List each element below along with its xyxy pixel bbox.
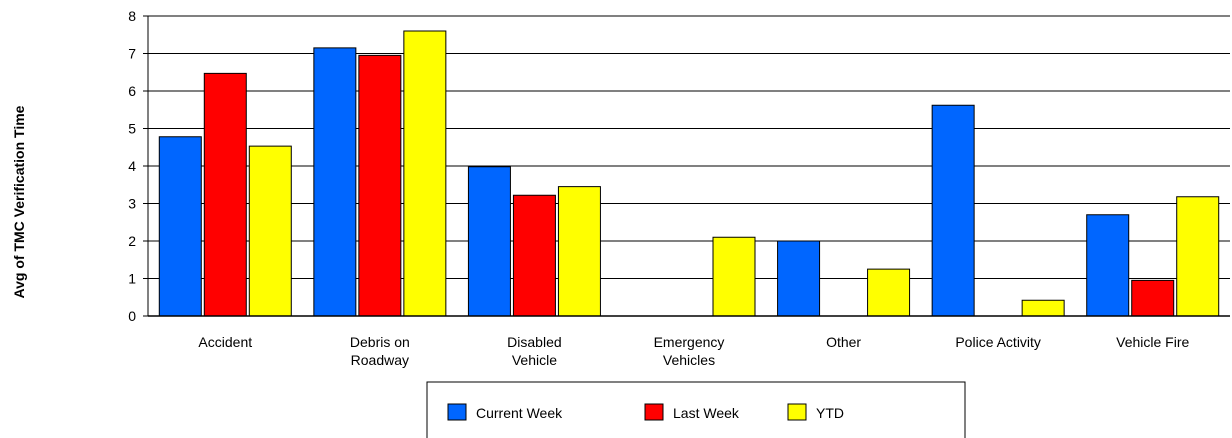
y-tick-label: 2 bbox=[128, 233, 136, 249]
x-tick-label: Vehicle bbox=[512, 352, 557, 368]
bar-current-week bbox=[467, 166, 511, 317]
bar-current-week bbox=[158, 136, 202, 317]
x-tick-label: Emergency bbox=[654, 334, 725, 350]
y-tick-label: 0 bbox=[128, 308, 136, 324]
legend: Current Week Last Week YTD bbox=[426, 381, 966, 438]
bar-last-week bbox=[512, 194, 556, 317]
y-tick-label: 8 bbox=[128, 8, 136, 24]
gridlines bbox=[148, 15, 1230, 317]
y-tick-label: 7 bbox=[128, 46, 136, 62]
x-tick-label: Roadway bbox=[351, 352, 409, 368]
legend-swatch bbox=[447, 403, 467, 421]
y-tick-label: 4 bbox=[128, 158, 136, 174]
x-tick-label: Police Activity bbox=[955, 334, 1041, 350]
bar-last-week bbox=[203, 72, 247, 317]
legend-swatch bbox=[644, 403, 664, 421]
bar-ytd bbox=[1176, 196, 1220, 317]
bar-ytd bbox=[712, 236, 756, 317]
legend-box bbox=[426, 381, 966, 438]
bar-ytd bbox=[1021, 299, 1065, 317]
x-tick-label: Accident bbox=[198, 334, 252, 350]
y-tick-label: 6 bbox=[128, 83, 136, 99]
x-tick-label: Debris on bbox=[350, 334, 410, 350]
bar-last-week bbox=[358, 54, 402, 317]
bars bbox=[158, 30, 1220, 317]
bar-last-week bbox=[1131, 279, 1175, 317]
bar-ytd bbox=[867, 268, 911, 317]
y-tick-labels: 0 1 2 3 4 5 6 7 8 bbox=[128, 8, 136, 324]
legend-label: Last Week bbox=[673, 405, 740, 421]
bar-ytd bbox=[248, 145, 292, 317]
bar-current-week bbox=[777, 240, 821, 317]
x-tick-label: Other bbox=[826, 334, 861, 350]
y-axis-label: Avg of TMC Verification Time bbox=[11, 105, 27, 298]
x-tick-labels: Accident Debris on Roadway Disabled Vehicle E… bbox=[198, 334, 1189, 368]
y-tick-label: 5 bbox=[128, 121, 136, 137]
bar-current-week bbox=[313, 47, 357, 317]
bar-current-week bbox=[931, 104, 975, 317]
x-tick-label: Disabled bbox=[507, 334, 561, 350]
x-tick-label: Vehicle Fire bbox=[1116, 334, 1189, 350]
legend-label: Current Week bbox=[476, 405, 563, 421]
x-tick-label: Vehicles bbox=[663, 352, 715, 368]
axes bbox=[143, 15, 1230, 317]
y-tick-label: 3 bbox=[128, 196, 136, 212]
y-tick-label: 1 bbox=[128, 271, 136, 287]
legend-label: YTD bbox=[816, 405, 844, 421]
bar-current-week bbox=[1086, 214, 1130, 317]
legend-swatch bbox=[787, 403, 807, 421]
bar-ytd bbox=[557, 186, 601, 317]
bar-ytd bbox=[403, 30, 447, 317]
